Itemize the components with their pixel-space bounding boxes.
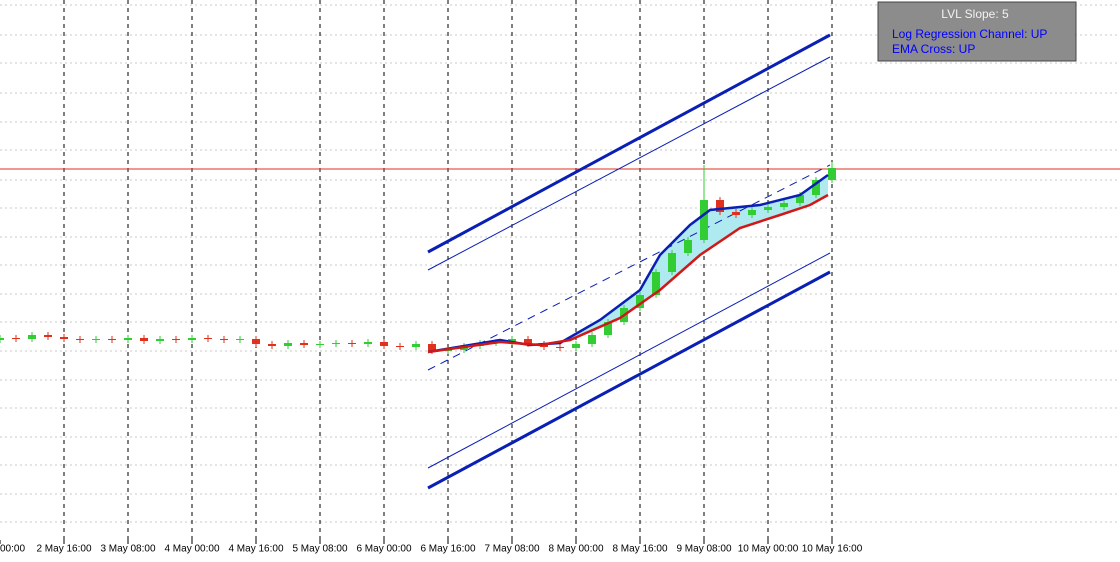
x-tick-label: 00:00 [0,544,25,555]
candle-body [0,338,4,340]
channel-line [427,164,831,371]
candle-body [700,200,708,240]
candle-body [316,344,324,345]
info-line: Log Regression Channel: UP [892,27,1047,41]
channel-line [427,270,831,490]
x-tick-label: 7 May 08:00 [484,544,539,555]
candle-body [236,339,244,340]
channel-line [427,33,831,254]
candle-body [76,339,84,340]
candle-body [668,253,676,272]
x-tick-label: 2 May 16:00 [36,544,91,555]
ema-cloud [428,175,828,352]
candle-body [652,272,660,295]
candle-body [268,344,276,346]
candle-body [748,210,756,215]
candle-body [828,168,836,180]
candle-body [284,343,292,346]
candle-body [428,344,436,351]
candle-body [12,338,20,339]
candle-body [124,338,132,340]
candle-body [44,335,52,337]
candle-body [300,343,308,345]
candle-body [220,339,228,340]
candle-body [444,350,452,351]
candle-body [684,240,692,253]
candle-body [604,322,612,335]
candle-body [332,343,340,344]
candle-body [732,212,740,215]
x-tick-label: 8 May 00:00 [548,544,603,555]
x-tick-label: 3 May 08:00 [100,544,155,555]
candle-body [380,342,388,346]
candle-body [28,335,36,339]
candle-body [252,339,260,344]
x-tick-label: 4 May 00:00 [164,544,219,555]
candle-body [140,338,148,341]
x-tick-label: 10 May 16:00 [802,544,863,555]
info-title: LVL Slope: 5 [941,7,1009,21]
info-line: EMA Cross: UP [892,42,975,56]
candle-body [108,339,116,340]
candle-body [396,346,404,347]
candle-body [812,180,820,195]
channel-line [427,252,831,469]
ema-line [427,193,829,354]
x-tick-label: 5 May 08:00 [292,544,347,555]
x-tick-label: 4 May 16:00 [228,544,283,555]
plot-layer [0,33,836,490]
candle-body [412,344,420,347]
candle-body [172,339,180,340]
candle-body [524,339,532,344]
candle-body [780,203,788,207]
x-tick-label: 6 May 00:00 [356,544,411,555]
candle-body [60,337,68,339]
x-tick-label: 8 May 16:00 [612,544,667,555]
candle-body [636,295,644,308]
candle-body [716,200,724,212]
candle-body [364,342,372,344]
candle-body [588,335,596,344]
candle-body [92,339,100,340]
x-tick-label: 10 May 00:00 [738,544,799,555]
candle-body [348,343,356,344]
candle-body [796,195,804,203]
candle-body [508,339,516,342]
candle-body [764,207,772,210]
x-tick-label: 6 May 16:00 [420,544,475,555]
info-panel [877,1,1077,62]
candle-body [156,339,164,341]
candle-body [556,347,564,348]
ema-line [427,173,829,354]
x-tick-label: 9 May 08:00 [676,544,731,555]
candle-body [204,338,212,339]
channel-line [427,56,831,271]
candle-body [572,344,580,348]
candle-body [188,338,196,340]
